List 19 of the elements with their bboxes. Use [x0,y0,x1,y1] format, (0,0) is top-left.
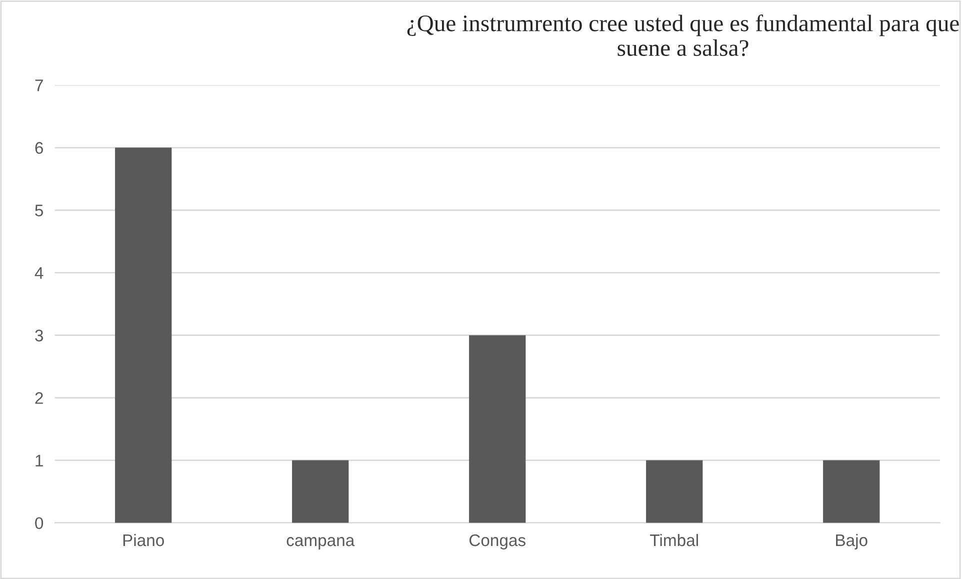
bar [646,460,703,523]
y-tick-label: 7 [35,80,43,92]
x-tick-label: Timbal [650,534,698,546]
y-tick-label: 0 [35,517,44,530]
y-tick-label: 3 [35,330,43,342]
x-tick-label: Congas [469,534,526,550]
x-tick-label: campana [286,537,355,550]
bar [115,148,172,523]
bar [292,460,349,523]
chart-title: ¿Que instrumrento cree usted que es fundamental para que suene a salsa? [407,14,959,56]
bar [469,335,526,523]
x-tick-label: Piano [123,534,164,546]
y-tick-label: 1 [36,454,43,466]
x-tick-label: Bajo [836,534,868,550]
bar [823,460,880,523]
y-tick-label: 5 [35,204,44,216]
y-tick-label: 6 [35,142,43,154]
y-tick-label: 2 [35,392,43,404]
y-tick-label: 4 [34,267,44,279]
